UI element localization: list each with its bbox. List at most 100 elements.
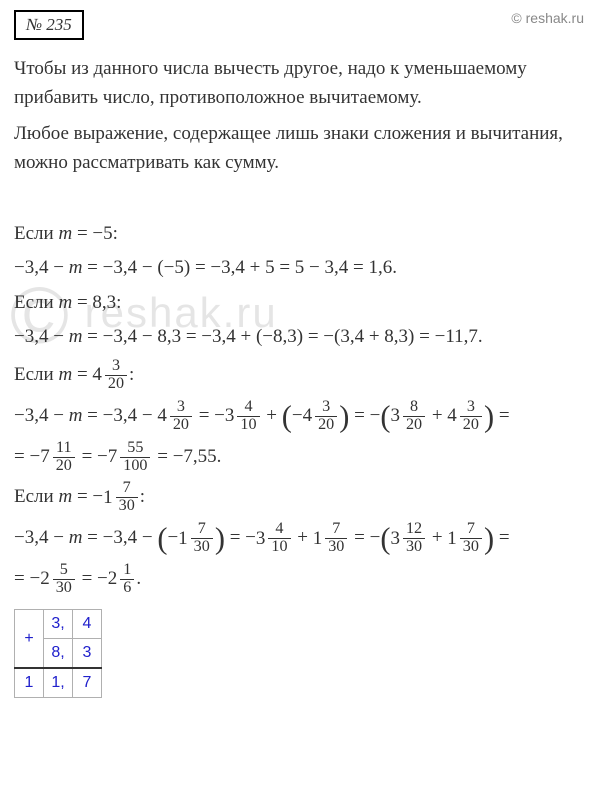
- text: −: [292, 404, 303, 425]
- mixed-fraction: 71120: [40, 440, 77, 475]
- mixed-fraction: 2530: [40, 562, 77, 597]
- whole: 7: [40, 443, 50, 472]
- text: = −3,4 − 8,3 = −3,4 + (−8,3) = −(3,4 + 8…: [82, 326, 482, 347]
- mixed-fraction: 1730: [178, 521, 215, 556]
- text: =: [494, 404, 509, 425]
- var-m: m: [69, 326, 83, 347]
- case3-condition: Если m = 4320:: [14, 358, 584, 393]
- text: +: [427, 404, 447, 425]
- whole: 1: [103, 484, 113, 513]
- cell: 3: [73, 639, 102, 669]
- var-m: m: [69, 404, 83, 425]
- denominator: 20: [105, 376, 127, 393]
- text: −3,4 −: [14, 326, 69, 347]
- mixed-fraction: 31230: [390, 521, 427, 556]
- cell: 7: [73, 668, 102, 698]
- text: = −: [77, 445, 108, 466]
- text: −3,4 −: [14, 257, 69, 278]
- mixed-fraction: 4320: [157, 399, 194, 434]
- fraction: 16: [120, 562, 134, 597]
- numerator: 7: [116, 480, 138, 498]
- whole: 7: [108, 443, 118, 472]
- paren-open: (: [380, 399, 390, 433]
- mixed-fraction: 1730: [313, 521, 350, 556]
- fraction: 1120: [53, 440, 75, 475]
- whole: 4: [157, 402, 167, 431]
- mixed-fraction: 1730: [103, 480, 140, 515]
- text: = −7,55.: [152, 445, 221, 466]
- var-m: m: [69, 527, 83, 548]
- paren-open: (: [157, 522, 167, 556]
- numerator: 4: [268, 521, 290, 539]
- case2-condition: Если m = 8,3:: [14, 289, 584, 318]
- cell: 3,: [44, 610, 73, 639]
- page-container: © reshak.ru № 235 Чтобы из данного числа…: [0, 0, 598, 718]
- whole: 3: [390, 525, 400, 554]
- whole: 4: [303, 402, 313, 431]
- denominator: 20: [53, 458, 75, 475]
- paren-close: ): [215, 522, 225, 556]
- numerator: 3: [315, 399, 337, 417]
- fraction: 730: [460, 521, 482, 556]
- fraction: 730: [325, 521, 347, 556]
- numerator: 7: [460, 521, 482, 539]
- mixed-fraction: 3410: [225, 399, 262, 434]
- case1-line: −3,4 − m = −3,4 − (−5) = −3,4 + 5 = 5 − …: [14, 254, 584, 283]
- numerator: 3: [460, 399, 482, 417]
- text: = −3,4 −: [82, 527, 157, 548]
- numerator: 7: [325, 521, 347, 539]
- text: = −: [349, 527, 380, 548]
- case4-line1: −3,4 − m = −3,4 − (−1730) = −3410 + 1730…: [14, 521, 584, 556]
- numerator: 11: [53, 440, 75, 458]
- text: Если: [14, 223, 58, 244]
- table-row: + 3, 4: [15, 610, 102, 639]
- fraction: 730: [191, 521, 213, 556]
- spacer: [14, 184, 584, 214]
- text: = −: [14, 568, 40, 589]
- fraction: 410: [237, 399, 259, 434]
- denominator: 30: [325, 539, 347, 556]
- fraction: 820: [403, 399, 425, 434]
- paren-close: ): [339, 399, 349, 433]
- numerator: 12: [403, 521, 425, 539]
- whole: 1: [313, 525, 323, 554]
- text: = −: [225, 527, 256, 548]
- table-row: 1 1, 7: [15, 668, 102, 698]
- denominator: 20: [403, 417, 425, 434]
- whole: 1: [447, 525, 457, 554]
- text: :: [129, 364, 134, 385]
- text: =: [72, 364, 92, 385]
- text: = −: [77, 568, 108, 589]
- text: = 8,3:: [72, 292, 121, 313]
- whole: 2: [108, 565, 118, 594]
- denominator: 20: [170, 417, 192, 434]
- text: Если: [14, 364, 58, 385]
- numerator: 8: [403, 399, 425, 417]
- fraction: 320: [105, 358, 127, 393]
- text: = −3,4 − (−5) = −3,4 + 5 = 5 − 3,4 = 1,6…: [82, 257, 397, 278]
- var-m: m: [69, 257, 83, 278]
- numerator: 55: [120, 440, 150, 458]
- text: :: [140, 486, 145, 507]
- whole: 2: [40, 565, 50, 594]
- mixed-fraction: 3820: [390, 399, 427, 434]
- paren-open: (: [282, 399, 292, 433]
- text: = −3,4 −: [82, 404, 157, 425]
- whole: 3: [225, 402, 235, 431]
- paren-close: ): [484, 522, 494, 556]
- mixed-fraction: 4320: [303, 399, 340, 434]
- mixed-fraction: 755100: [108, 440, 153, 475]
- whole: 4: [447, 402, 457, 431]
- numerator: 7: [191, 521, 213, 539]
- case4-line2: = −2530 = −216.: [14, 562, 584, 597]
- denominator: 20: [460, 417, 482, 434]
- text: +: [293, 527, 313, 548]
- text: = −: [14, 445, 40, 466]
- text: −: [167, 527, 178, 548]
- mixed-fraction: 216: [108, 562, 137, 597]
- fraction: 320: [170, 399, 192, 434]
- fraction: 410: [268, 521, 290, 556]
- text: =: [494, 527, 509, 548]
- mixed-fraction: 4320: [92, 358, 129, 393]
- case3-line2: = −71120 = −755100 = −7,55.: [14, 440, 584, 475]
